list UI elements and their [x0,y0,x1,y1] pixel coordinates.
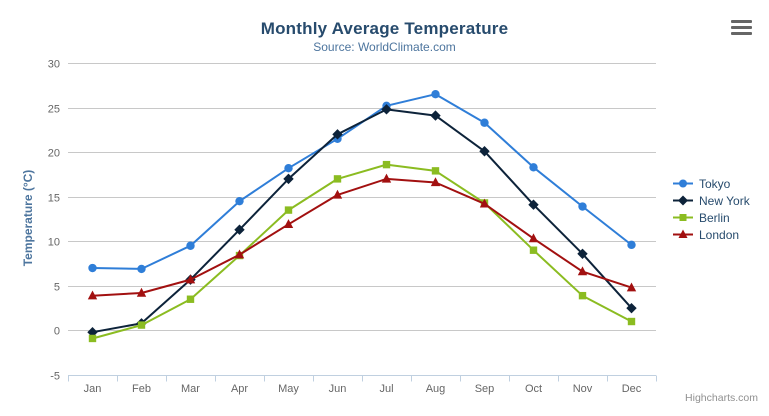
point-berlin-mar[interactable] [186,295,195,303]
square-marker-icon [673,214,693,221]
series-new-york[interactable] [87,104,637,338]
point-tokyo-oct[interactable] [529,163,538,172]
svg-text:Jun: Jun [329,383,347,395]
legend-item-london[interactable]: London [672,226,750,243]
point-berlin-may[interactable] [284,206,293,214]
point-tokyo-feb[interactable] [137,264,146,274]
svg-text:-5: -5 [50,371,60,383]
line-tokyo[interactable] [91,93,633,270]
point-london-jul[interactable] [381,173,392,183]
legend-label: London [699,227,740,242]
point-tokyo-nov[interactable] [578,202,587,211]
svg-text:Sep: Sep [475,383,495,395]
legend: Tokyo New York Berlin London [672,175,750,243]
line-new-york[interactable] [91,108,633,334]
svg-text:Dec: Dec [622,383,642,395]
point-tokyo-apr[interactable] [235,196,244,206]
point-london-jun[interactable] [332,189,343,199]
hamburger-icon [731,20,755,35]
legend-marker-tokyo[interactable] [679,179,687,188]
y-axis-title: Temperature (°C) [21,169,35,267]
svg-text:May: May [278,383,299,395]
legend-marker-berlin[interactable] [679,214,687,221]
svg-text:Mar: Mar [181,383,200,395]
point-new-york-dec[interactable] [626,302,637,314]
point-berlin-feb[interactable] [137,321,146,329]
series-london[interactable] [87,173,637,300]
svg-text:10: 10 [48,237,60,249]
circle-marker-icon [673,179,693,188]
point-tokyo-dec[interactable] [627,240,636,250]
x-axis-labels: Jan Feb Mar Apr May Jun Jul Aug Sep Oct Nov Dec [84,383,642,395]
svg-text:5: 5 [54,282,60,294]
legend-marker-new-york[interactable] [678,195,688,206]
point-new-york-aug[interactable] [430,110,441,121]
svg-text:15: 15 [48,193,60,205]
x-axis [68,375,657,382]
svg-text:Aug: Aug [426,383,446,395]
svg-text:25: 25 [48,104,60,116]
point-london-feb[interactable] [136,287,147,297]
point-london-sep[interactable] [479,198,490,208]
legend-marker-london[interactable] [678,229,688,239]
y-axis-labels: -5 0 5 10 15 20 25 30 [48,59,60,383]
point-berlin-jun[interactable] [333,175,342,183]
point-new-york-nov[interactable] [577,248,588,259]
point-tokyo-may[interactable] [284,163,293,173]
point-london-aug[interactable] [430,177,441,187]
svg-text:Feb: Feb [132,383,151,395]
legend-label: New York [699,193,750,208]
line-berlin[interactable] [91,163,633,340]
point-london-jan[interactable] [87,290,98,300]
legend-item-tokyo[interactable]: Tokyo [672,175,750,192]
point-new-york-jul[interactable] [381,104,392,115]
point-new-york-jun[interactable] [332,129,343,140]
chart-title: Monthly Average Temperature [260,19,509,38]
point-berlin-jan[interactable] [88,334,97,343]
svg-text:Jul: Jul [379,383,393,395]
diamond-marker-icon [673,195,693,206]
y-gridlines [68,63,656,376]
svg-text:Apr: Apr [231,383,248,395]
point-london-apr[interactable] [234,249,245,259]
point-tokyo-mar[interactable] [186,241,195,250]
point-new-york-oct[interactable] [528,199,539,210]
series-tokyo[interactable] [88,90,636,274]
point-berlin-oct[interactable] [529,246,538,254]
credits-link[interactable]: Highcharts.com [685,392,758,404]
svg-text:30: 30 [48,59,60,71]
point-berlin-nov[interactable] [578,291,587,300]
point-new-york-sep[interactable] [479,146,490,157]
point-london-mar[interactable] [185,274,196,284]
point-new-york-may[interactable] [283,173,294,185]
series-berlin[interactable] [88,160,636,343]
svg-text:20: 20 [48,148,60,160]
legend-item-new-york[interactable]: New York [672,192,750,209]
svg-text:Jan: Jan [84,383,102,395]
chart-subtitle: Source: WorldClimate.com [313,40,456,54]
point-london-dec[interactable] [626,282,637,292]
line-london[interactable] [91,177,633,297]
point-berlin-dec[interactable] [627,317,636,326]
export-menu-button[interactable] [731,20,755,40]
legend-label: Tokyo [699,176,731,191]
point-berlin-aug[interactable] [431,167,440,175]
point-tokyo-jan[interactable] [88,263,97,273]
legend-item-berlin[interactable]: Berlin [672,209,750,226]
point-london-oct[interactable] [528,233,539,243]
point-london-may[interactable] [283,219,294,229]
svg-text:0: 0 [54,326,60,338]
point-new-york-apr[interactable] [234,224,245,235]
point-london-nov[interactable] [577,266,588,276]
point-tokyo-aug[interactable] [431,90,440,99]
point-berlin-jul[interactable] [382,160,391,169]
triangle-marker-icon [673,229,693,239]
svg-text:Nov: Nov [573,383,593,395]
legend-label: Berlin [699,210,730,225]
point-tokyo-sep[interactable] [480,118,489,127]
svg-text:Oct: Oct [525,383,542,395]
